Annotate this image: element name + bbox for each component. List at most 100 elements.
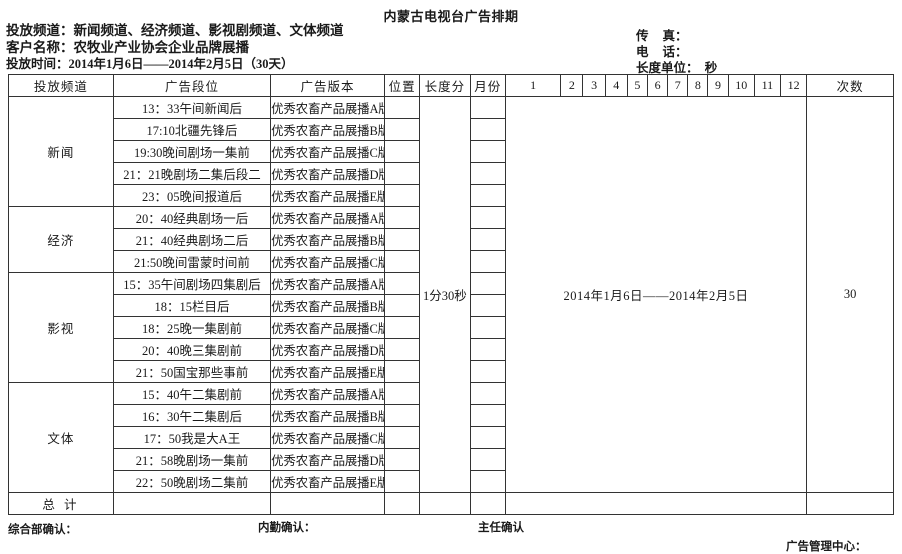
slot-cell[interactable]: 23：05晚间报道后 bbox=[112, 184, 272, 207]
slot-cell[interactable]: 22：50晚剧场二集前 bbox=[112, 470, 272, 493]
month-cell[interactable] bbox=[469, 470, 506, 493]
version-cell[interactable]: 优秀农畜产品展播D版 bbox=[270, 162, 385, 185]
position-cell[interactable] bbox=[383, 470, 421, 493]
month-cell[interactable] bbox=[469, 118, 506, 141]
month-cell[interactable] bbox=[469, 206, 506, 229]
meta-phone-label-b: 话： bbox=[662, 45, 688, 59]
version-cell[interactable]: 优秀农畜产品展播C版 bbox=[270, 426, 385, 449]
position-cell[interactable] bbox=[383, 382, 421, 405]
slot-cell[interactable]: 15：35午间剧场四集剧后 bbox=[112, 272, 272, 295]
month-cell[interactable] bbox=[469, 272, 506, 295]
position-cell[interactable] bbox=[383, 316, 421, 339]
version-cell[interactable]: 优秀农畜产品展播B版 bbox=[270, 404, 385, 427]
header-month-col-11: 11 bbox=[753, 74, 782, 97]
month-cell[interactable] bbox=[469, 162, 506, 185]
slot-cell[interactable]: 19:30晚间剧场一集前 bbox=[112, 140, 272, 163]
header-month-col-8: 8 bbox=[687, 74, 709, 97]
channel-cell-文体: 文体 bbox=[8, 382, 114, 493]
position-cell[interactable] bbox=[383, 426, 421, 449]
month-cell[interactable] bbox=[469, 250, 506, 273]
month-cell[interactable] bbox=[469, 404, 506, 427]
slot-cell[interactable]: 18：25晚一集剧前 bbox=[112, 316, 272, 339]
header-channel: 投放频道 bbox=[8, 74, 114, 97]
position-cell[interactable] bbox=[383, 294, 421, 317]
meta-unit-label: 长度单位： bbox=[636, 61, 699, 75]
position-cell[interactable] bbox=[383, 272, 421, 295]
position-cell[interactable] bbox=[383, 360, 421, 383]
date-range-cell: 2014年1月6日——2014年2月5日 bbox=[504, 96, 808, 493]
position-cell[interactable] bbox=[383, 118, 421, 141]
slot-cell[interactable]: 16：30午二集剧后 bbox=[112, 404, 272, 427]
month-cell[interactable] bbox=[469, 426, 506, 449]
position-cell[interactable] bbox=[383, 206, 421, 229]
version-cell[interactable]: 优秀农畜产品展播C版 bbox=[270, 140, 385, 163]
total-slot-cell bbox=[112, 492, 272, 515]
position-cell[interactable] bbox=[383, 250, 421, 273]
slot-cell[interactable]: 21：50国宝那些事前 bbox=[112, 360, 272, 383]
header-month-col-10: 10 bbox=[727, 74, 755, 97]
month-cell[interactable] bbox=[469, 360, 506, 383]
slot-cell[interactable]: 20：40晚三集剧前 bbox=[112, 338, 272, 361]
version-cell[interactable]: 优秀农畜产品展播E版 bbox=[270, 184, 385, 207]
table-row: 19:30晚间剧场一集前 优秀农畜产品展播C版 bbox=[9, 140, 894, 163]
slot-cell[interactable]: 21：58晚剧场一集前 bbox=[112, 448, 272, 471]
month-cell[interactable] bbox=[469, 382, 506, 405]
meta-phone: 电话： bbox=[636, 44, 717, 60]
slot-cell[interactable]: 17:10北疆先锋后 bbox=[112, 118, 272, 141]
slot-cell[interactable]: 15：40午二集剧前 bbox=[112, 382, 272, 405]
position-cell[interactable] bbox=[383, 228, 421, 251]
footer-director-confirm: 主任确认 bbox=[478, 522, 524, 534]
version-cell[interactable]: 优秀农畜产品展播A版 bbox=[270, 96, 385, 119]
version-cell[interactable]: 优秀农畜产品展播E版 bbox=[270, 470, 385, 493]
month-cell[interactable] bbox=[469, 448, 506, 471]
meta-client-value: 农牧业产业协会企业品牌展播 bbox=[73, 40, 250, 55]
table-row: 18：15栏目后 优秀农畜产品展播B版 bbox=[9, 294, 894, 317]
header-month-col-2: 2 bbox=[560, 74, 584, 97]
version-cell[interactable]: 优秀农畜产品展播B版 bbox=[270, 228, 385, 251]
position-cell[interactable] bbox=[383, 96, 421, 119]
meta-client: 客户名称：农牧业产业协会企业品牌展播 bbox=[6, 39, 344, 56]
slot-cell[interactable]: 13：33午间新闻后 bbox=[112, 96, 272, 119]
meta-client-label: 客户名称： bbox=[6, 40, 74, 55]
month-cell[interactable] bbox=[469, 338, 506, 361]
position-cell[interactable] bbox=[383, 162, 421, 185]
position-cell[interactable] bbox=[383, 140, 421, 163]
version-cell[interactable]: 优秀农畜产品展播E版 bbox=[270, 360, 385, 383]
month-cell[interactable] bbox=[469, 228, 506, 251]
slot-cell[interactable]: 20：40经典剧场一后 bbox=[112, 206, 272, 229]
month-cell[interactable] bbox=[469, 316, 506, 339]
table-row: 18：25晚一集剧前 优秀农畜产品展播C版 bbox=[9, 316, 894, 339]
slot-cell[interactable]: 21：21晚剧场二集后段二 bbox=[112, 162, 272, 185]
version-cell[interactable]: 优秀农畜产品展播A版 bbox=[270, 206, 385, 229]
page-title: 内蒙古电视台广告排期 bbox=[383, 9, 519, 24]
header-month-col-3: 3 bbox=[582, 74, 606, 97]
position-cell[interactable] bbox=[383, 184, 421, 207]
version-cell[interactable]: 优秀农畜产品展播D版 bbox=[270, 338, 385, 361]
footer-general-dept: 综合部确认： bbox=[8, 524, 77, 536]
version-cell[interactable]: 优秀农畜产品展播D版 bbox=[270, 448, 385, 471]
month-cell[interactable] bbox=[469, 96, 506, 119]
month-cell[interactable] bbox=[469, 184, 506, 207]
header-month-col-1: 1 bbox=[504, 74, 562, 97]
slot-cell[interactable]: 21：40经典剧场二后 bbox=[112, 228, 272, 251]
position-cell[interactable] bbox=[383, 338, 421, 361]
version-cell[interactable]: 优秀农畜产品展播B版 bbox=[270, 294, 385, 317]
total-position-cell bbox=[383, 492, 421, 515]
version-cell[interactable]: 优秀农畜产品展播C版 bbox=[270, 250, 385, 273]
slot-cell[interactable]: 17：50我是大A王 bbox=[112, 426, 272, 449]
channel-cell-经济: 经济 bbox=[8, 206, 114, 273]
version-cell[interactable]: 优秀农畜产品展播A版 bbox=[270, 272, 385, 295]
version-cell[interactable]: 优秀农畜产品展播C版 bbox=[270, 316, 385, 339]
position-cell[interactable] bbox=[383, 448, 421, 471]
meta-channels: 投放频道：新闻频道、经济频道、影视剧频道、文体频道 bbox=[6, 22, 344, 39]
slot-cell[interactable]: 18：15栏目后 bbox=[112, 294, 272, 317]
month-cell[interactable] bbox=[469, 294, 506, 317]
month-cell[interactable] bbox=[469, 140, 506, 163]
total-month-cell bbox=[469, 492, 506, 515]
meta-period-label: 投放时间： bbox=[6, 57, 69, 71]
position-cell[interactable] bbox=[383, 404, 421, 427]
version-cell[interactable]: 优秀农畜产品展播B版 bbox=[270, 118, 385, 141]
version-cell[interactable]: 优秀农畜产品展播A版 bbox=[270, 382, 385, 405]
slot-cell[interactable]: 21:50晚间雷蒙时间前 bbox=[112, 250, 272, 273]
total-label: 总 计 bbox=[8, 492, 114, 515]
